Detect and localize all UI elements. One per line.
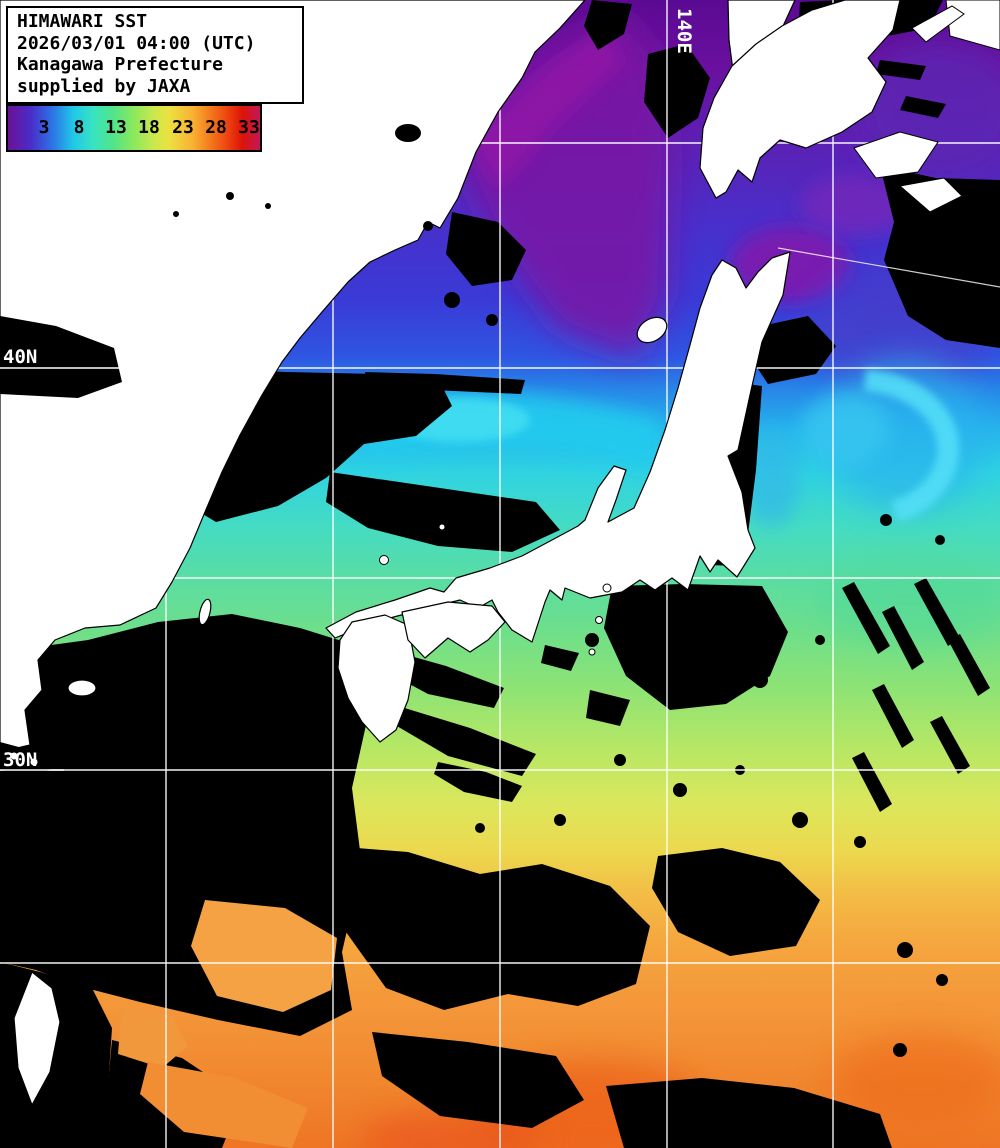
continent-asia [0, 0, 586, 753]
latitude-label-30n: 30N [3, 749, 37, 771]
cloud-over-land-layer [0, 316, 122, 776]
shikoku-island [401, 601, 506, 659]
longitude-label-140e: 140E [673, 8, 695, 54]
small-islands-layer [9, 0, 1000, 767]
jeju-island [67, 679, 97, 697]
land-layer [0, 0, 901, 1106]
latitude-label-40n: 40N [3, 346, 37, 368]
map-datetime: 2026/03/01 04:00 (UTC) [17, 32, 256, 54]
map-credit: supplied by JAXA [17, 75, 191, 97]
oki-islands [379, 555, 389, 565]
colorbar-tick: 33 [238, 117, 260, 138]
colorbar-tick: 13 [105, 117, 127, 138]
graticule-overlay [0, 367, 130, 771]
map-provider: Kanagawa Prefecture [17, 54, 223, 75]
colorbar-tick: 23 [172, 117, 194, 138]
scanline-artifact [777, 247, 1000, 288]
sado-island [636, 316, 668, 344]
sst-gap-layer [118, 565, 337, 1148]
colorbar-tick: 3 [38, 117, 50, 138]
colorbar-tick: 8 [73, 117, 85, 138]
inland-water-layer [173, 124, 433, 231]
hokkaido-island [699, 0, 901, 199]
tsushima-island [198, 598, 212, 626]
taiwan-island [13, 971, 61, 1106]
colorbar-tick: 28 [205, 117, 227, 138]
title-box: HIMAWARI SST 2026/03/01 04:00 (UTC) Kana… [6, 6, 304, 104]
map-title: HIMAWARI SST [17, 11, 148, 32]
temperature-colorbar: 3 8 13 18 23 28 33 [6, 104, 262, 152]
izu-islands [602, 583, 612, 593]
colorbar-tick: 18 [138, 117, 160, 138]
